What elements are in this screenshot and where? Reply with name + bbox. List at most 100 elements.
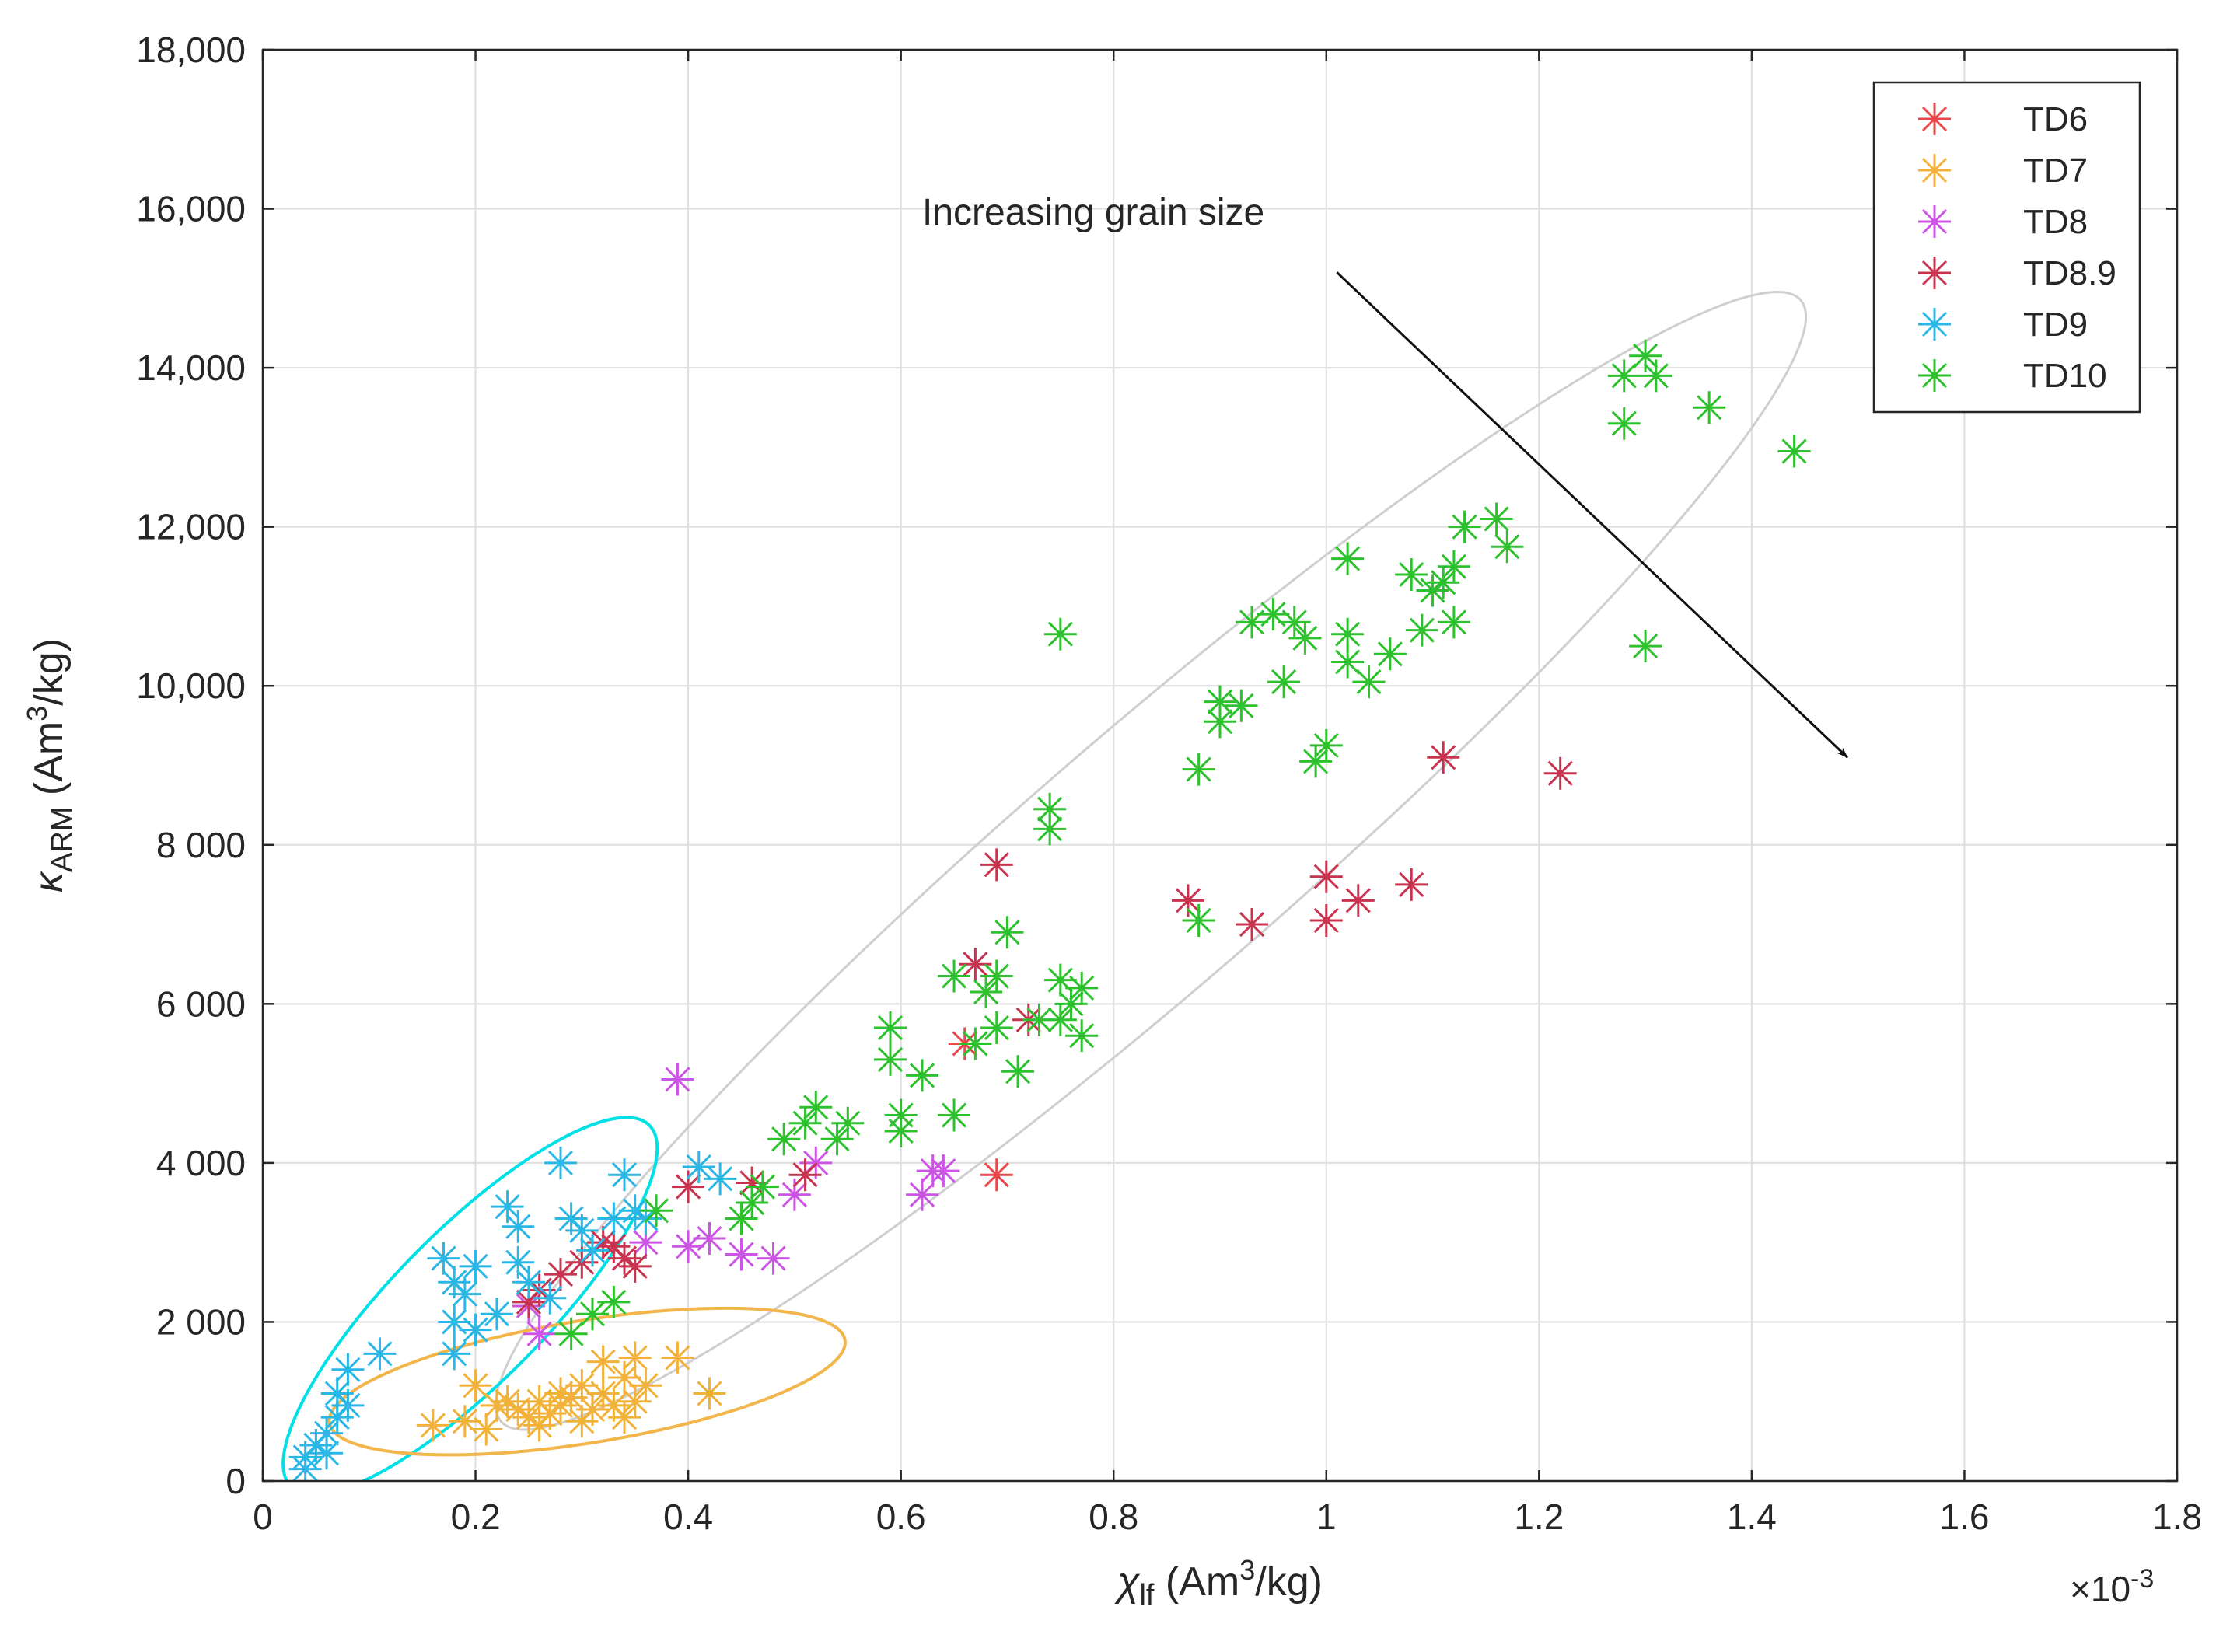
data-point [533, 1281, 567, 1315]
data-point [1054, 987, 1088, 1021]
data-point [512, 1401, 545, 1434]
legend-marker [1918, 359, 1951, 392]
data-point [1395, 868, 1428, 901]
data-point [576, 1298, 610, 1331]
legend-box [1872, 81, 2141, 414]
data-point [618, 1249, 652, 1283]
y-tick-label: 10,000 [136, 665, 246, 706]
svg-text:χlf (Am3/kg): χlf (Am3/kg) [1114, 1554, 1323, 1612]
data-point [1033, 792, 1067, 826]
data-point [693, 1377, 726, 1410]
y-axis-subscript: ARM [46, 807, 79, 872]
data-point [1182, 753, 1215, 786]
data-point [1491, 530, 1524, 564]
legend-label: TD9 [2023, 306, 2088, 344]
data-point [1352, 665, 1386, 699]
data-point [980, 1011, 1013, 1045]
data-point [661, 1341, 694, 1374]
data-point [491, 1190, 524, 1224]
data-point [1278, 606, 1311, 639]
data-point [788, 1158, 822, 1192]
data-point [938, 1098, 971, 1132]
data-point [1257, 598, 1290, 631]
data-point [480, 1388, 513, 1422]
series-TD9 [288, 1146, 737, 1481]
data-point [331, 1388, 365, 1422]
svg-text:×10-3: ×10-3 [2070, 1564, 2154, 1609]
data-point [565, 1214, 599, 1247]
legend-label: TD8 [2023, 203, 2088, 241]
data-point [1171, 884, 1204, 917]
data-point [608, 1401, 641, 1434]
data-point [1033, 812, 1067, 846]
data-point [1065, 971, 1099, 1004]
legend-item: TD8.9 [1918, 254, 2116, 292]
data-point [746, 1170, 779, 1203]
data-point [1065, 1019, 1099, 1053]
legend-item: TD9 [1918, 306, 2088, 344]
data-point [1639, 359, 1672, 393]
y-tick-label: 18,000 [136, 30, 246, 70]
data-point [1309, 860, 1343, 893]
x-exponent-base: 10 [2091, 1569, 2130, 1609]
data-point [331, 1353, 365, 1386]
data-point [597, 1285, 631, 1318]
data-point [427, 1242, 460, 1275]
data-point [980, 959, 1013, 993]
data-point [1309, 728, 1343, 762]
legend-item: TD10 [1918, 357, 2107, 395]
data-point [1437, 550, 1470, 583]
data-point [672, 1170, 705, 1203]
svg-text:κARM (Am3/kg): κARM (Am3/kg) [21, 638, 79, 892]
data-point [576, 1234, 610, 1267]
data-point [991, 916, 1024, 949]
x-tick-label: 0.8 [1089, 1497, 1138, 1537]
legend-marker [1918, 257, 1951, 289]
data-markers [288, 339, 1811, 1481]
data-point [906, 1178, 939, 1211]
y-tick-label: 4 000 [156, 1143, 246, 1183]
data-point [480, 1298, 513, 1331]
data-point [1331, 645, 1365, 679]
data-point [1267, 665, 1301, 699]
data-point [608, 1242, 641, 1275]
x-axis-unit: (Am [1154, 1559, 1239, 1605]
data-point [831, 1106, 865, 1140]
data-point [586, 1226, 620, 1259]
annotation-arrow [1336, 271, 1849, 759]
data-point [661, 1063, 694, 1096]
data-point [310, 1437, 344, 1470]
data-point [1204, 705, 1236, 739]
data-point [704, 1162, 737, 1196]
data-point [554, 1317, 588, 1350]
legend-marker [1918, 308, 1951, 341]
data-point [608, 1361, 641, 1395]
data-point [1288, 621, 1322, 655]
data-point [310, 1416, 344, 1450]
data-point [1341, 884, 1375, 917]
y-axis-unit: (Am [26, 721, 72, 807]
data-point [693, 1222, 726, 1256]
data-point [1693, 391, 1726, 424]
data-point [640, 1194, 673, 1228]
annotation-text: Increasing grain size [922, 192, 1264, 233]
data-point [725, 1238, 758, 1271]
data-point [736, 1186, 769, 1220]
data-point [1236, 606, 1269, 639]
data-point [512, 1266, 545, 1299]
data-point [491, 1385, 524, 1418]
data-point [629, 1226, 662, 1259]
data-point [1043, 963, 1077, 997]
x-axis-symbol: χ [1114, 1559, 1141, 1605]
y-tick-label: 16,000 [136, 189, 246, 229]
data-point [725, 1202, 758, 1235]
data-point [1043, 617, 1077, 651]
data-point [1543, 756, 1577, 790]
y-axis-unit-sup: 3 [21, 706, 53, 721]
x-axis-subscript: lf [1139, 1579, 1154, 1612]
y-tick-label: 0 [225, 1461, 246, 1501]
data-point [618, 1194, 652, 1228]
data-point [459, 1369, 492, 1402]
y-tick-label: 14,000 [136, 348, 246, 388]
x-tick-label: 0.4 [663, 1497, 713, 1537]
